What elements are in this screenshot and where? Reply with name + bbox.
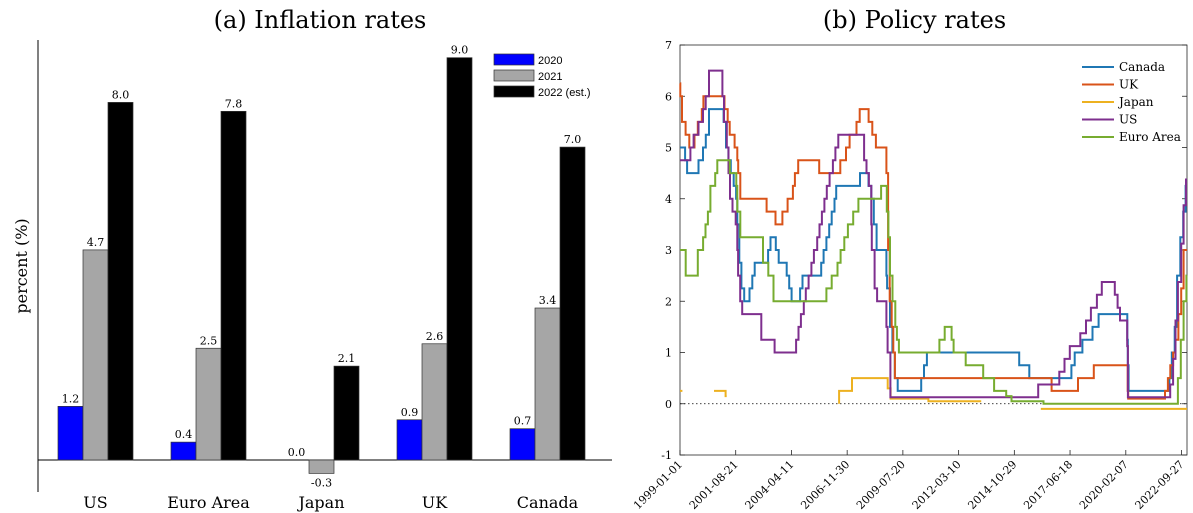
y-tick-label: -1 [661,449,672,462]
legend-swatch [493,69,535,82]
y-tick-label: 3 [665,244,672,257]
y-tick-label: 0 [665,398,672,411]
value-label: 2.1 [338,352,356,365]
value-label: -0.3 [311,476,332,489]
bar-japan-2021 [308,459,335,474]
legend-label: 2020 [538,55,562,67]
chart-b-title: (b) Policy rates [822,6,1007,34]
x-tick-label: 2022-09-27 [1133,458,1187,512]
legend-label: Euro Area [1119,130,1181,144]
value-label: 0.9 [401,406,419,419]
y-axis-label: percent (%) [12,218,31,313]
series-line-us [680,69,1187,399]
legend-label: UK [1119,78,1139,92]
x-tick-label: 2001-08-21 [687,458,741,512]
value-label: 7.8 [225,97,243,110]
legend-swatch [493,53,535,66]
x-tick-label: US [83,493,107,512]
y-tick-label: 6 [665,90,672,103]
y-tick-label: 2 [665,295,672,308]
bar-uk-2022est [446,57,473,461]
bar-us-2021 [82,249,109,461]
value-label: 1.2 [62,392,80,405]
y-tick-label: 1 [665,347,672,360]
x-tick-label: Euro Area [167,493,250,512]
x-tick-label: 2012-03-10 [910,458,964,512]
bar-uk-2020 [396,419,423,461]
x-tick-label: 2017-06-18 [1021,458,1075,512]
bar-euro-area-2022est [220,110,247,461]
y-tick-label: 5 [665,142,672,155]
x-tick-label: 2006-11-30 [798,458,852,512]
legend-label: Canada [1119,60,1165,74]
x-tick-label: 2020-02-07 [1077,458,1131,512]
x-tick-label: 2004-04-11 [743,458,797,512]
plot-frame [679,44,1188,456]
series-line-uk [679,82,1187,400]
bar-us-2020 [57,406,84,461]
legend-label: US [1119,113,1137,127]
x-tick-label: Canada [517,493,579,512]
value-label: 2.6 [426,330,444,343]
value-label: 4.7 [87,236,105,249]
value-label: 2.5 [200,334,218,347]
x-tick-label: 2014-10-29 [965,458,1019,512]
value-label: 9.0 [451,44,469,57]
value-label: 7.0 [564,133,582,146]
x-tick-label: 2009-07-20 [854,458,908,512]
bar-canada-2022est [559,146,586,461]
inflation-bar-chart: percent (%) 1.2 4.7 8.0 US 0.4 2.5 7.8 Euro Area… [12,40,612,512]
x-tick-label: 1999-01-01 [631,458,685,512]
bar-uk-2021 [421,343,448,461]
series-line-canada [680,108,1187,392]
bar-us-2022est [107,102,134,461]
value-label: 8.0 [112,88,130,101]
legend: 2020 2021 2022 (est.) [493,53,591,99]
y-tick-label: 4 [665,193,672,206]
legend-swatch [493,85,535,98]
y-tick-label: 7 [665,39,672,52]
value-label: 0.0 [288,446,306,459]
x-tick-label: Japan [296,493,344,512]
x-tick-label: UK [422,493,448,512]
value-label: 0.7 [514,415,532,428]
legend-label: Japan [1117,95,1154,109]
series-line-japan [680,377,1187,410]
legend-label: 2022 (est.) [538,87,591,99]
bar-canada-2021 [534,307,561,461]
bar-canada-2020 [509,428,536,461]
value-label: 0.4 [175,428,193,441]
bar-euro-area-2021 [195,347,222,461]
value-label: 3.4 [539,294,557,307]
chart-a-title: (a) Inflation rates [213,6,427,34]
bar-japan-2022est [333,365,360,461]
series-line-euro-area [680,159,1188,405]
legend: Canada UK Japan US Euro Area [1082,60,1181,144]
legend-label: 2021 [538,71,562,83]
